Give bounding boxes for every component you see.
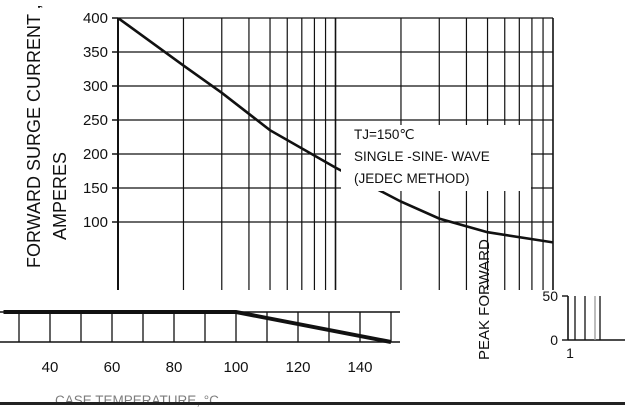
- x-tick-label: 40: [42, 359, 59, 376]
- y-axis-label-line-1: FORWARD SURGE CURRENT ,: [24, 4, 44, 268]
- y-tick-label: 350: [83, 44, 108, 61]
- derating-curve: [3, 310, 392, 344]
- annotation-method: (JEDEC METHOD): [354, 171, 470, 186]
- annotation-junction-temp: TJ=150℃: [354, 127, 415, 142]
- x-tick-label: 120: [285, 359, 310, 376]
- y-tick-label: 200: [83, 146, 108, 163]
- bottom-rule: [0, 402, 625, 405]
- x-tick-label: 140: [347, 359, 372, 376]
- y-axis-label-line-2: AMPERES: [50, 152, 70, 240]
- x-tick-label: 80: [166, 359, 183, 376]
- forward-chart-axes: 0 50 1: [542, 288, 625, 361]
- peak-forward-y-label: PEAK FORWARD: [476, 239, 493, 360]
- derating-chart-grid: [0, 311, 400, 343]
- surge-current-curve: [118, 18, 553, 244]
- y-tick-label: 250: [83, 112, 108, 129]
- forward-y-tick-label: 50: [542, 288, 558, 304]
- annotation-box: [341, 125, 531, 191]
- y-tick-label: 100: [83, 214, 108, 231]
- forward-x-tick-label: 1: [566, 345, 574, 361]
- forward-y-tick-label: 0: [550, 332, 558, 348]
- derating-chart: 40 60 80 100 120 140 CASE TEMPERATURE, °C: [0, 310, 400, 408]
- forward-current-chart-fragment: PEAK FORWARD 0 50 1: [476, 239, 625, 361]
- surge-chart-y-ticks: 100 150 200 250 300 350 400: [83, 10, 118, 231]
- y-tick-label: 400: [83, 10, 108, 27]
- derating-chart-x-ticks: 40 60 80 100 120 140: [42, 359, 373, 376]
- surge-current-chart: 100 150 200 250 300 350 400 FORWARD SURGE CURR…: [24, 4, 554, 290]
- x-tick-label: 100: [223, 359, 248, 376]
- y-tick-label: 300: [83, 78, 108, 95]
- y-tick-label: 150: [83, 180, 108, 197]
- annotation-waveform: SINGLE -SINE- WAVE: [354, 149, 490, 164]
- derating-footer-label: CASE TEMPERATURE, °C: [55, 393, 219, 408]
- x-tick-label: 60: [104, 359, 121, 376]
